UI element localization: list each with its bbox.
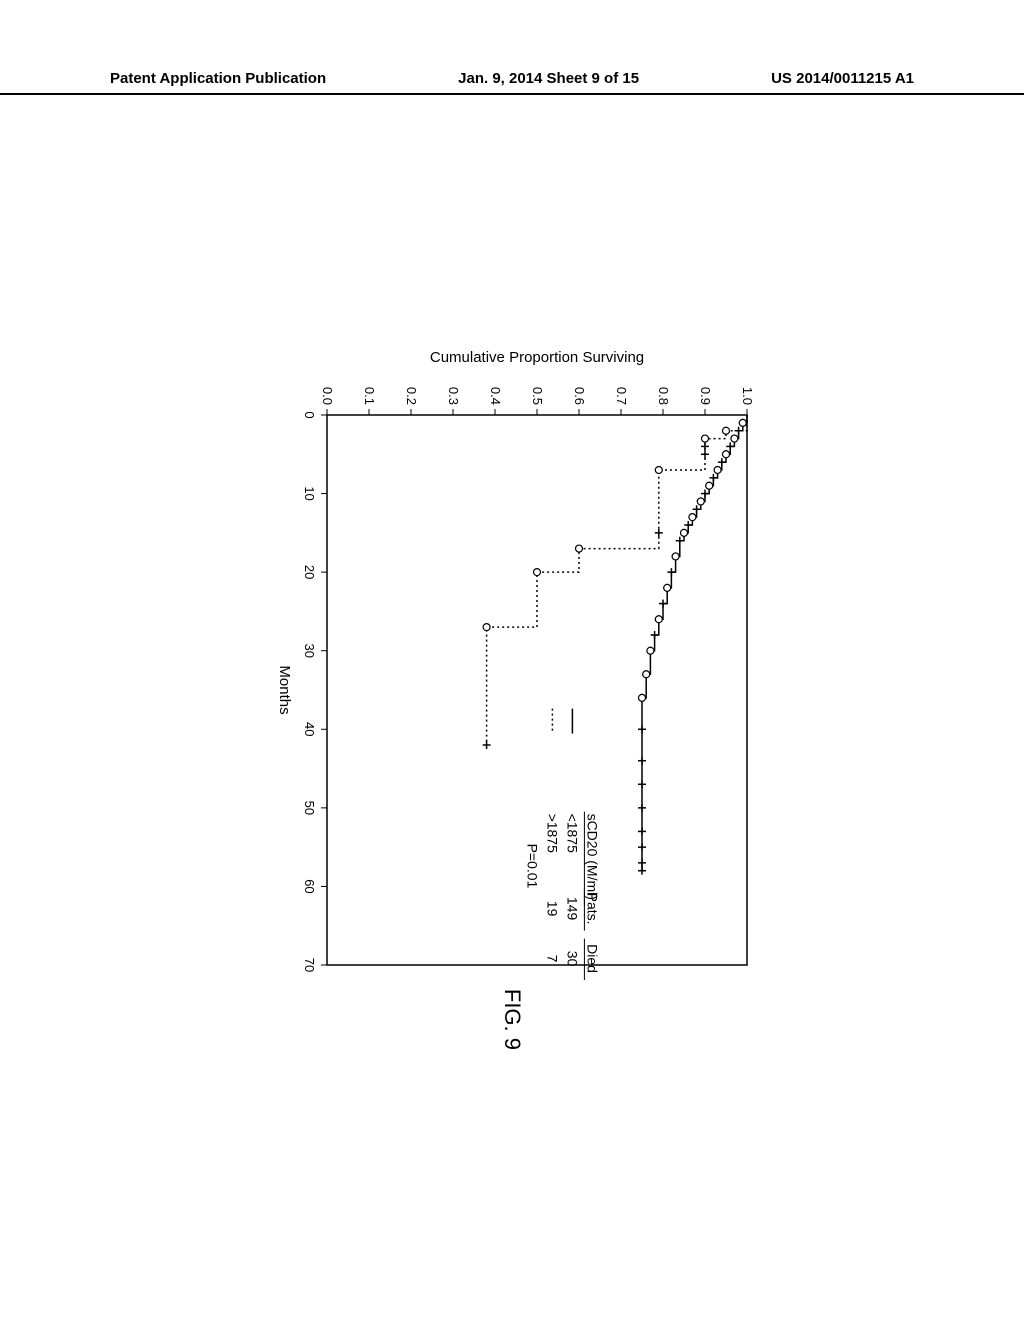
svg-text:20: 20 [302,565,317,579]
svg-text:0.8: 0.8 [656,387,671,405]
svg-text:Months: Months [276,665,293,714]
svg-text:0.1: 0.1 [362,387,377,405]
svg-text:0: 0 [302,411,317,418]
svg-text:7: 7 [544,955,560,963]
svg-text:<1875: <1875 [564,814,580,854]
svg-text:60: 60 [302,879,317,893]
svg-text:sCD20 (M/ml): sCD20 (M/ml) [584,814,600,900]
header-left: Patent Application Publication [110,70,326,87]
svg-text:0.5: 0.5 [530,387,545,405]
header-center: Jan. 9, 2014 Sheet 9 of 15 [458,70,639,87]
svg-text:30: 30 [302,643,317,657]
svg-text:1.0: 1.0 [740,387,755,405]
svg-text:P=0.01: P=0.01 [524,844,540,889]
svg-text:10: 10 [302,486,317,500]
svg-text:0.0: 0.0 [320,387,335,405]
svg-text:50: 50 [302,801,317,815]
svg-text:30: 30 [564,951,580,967]
svg-text:40: 40 [302,722,317,736]
header-right: US 2014/0011215 A1 [771,70,914,87]
svg-text:0.4: 0.4 [488,387,503,405]
svg-text:149: 149 [564,897,580,921]
svg-text:>1875: >1875 [544,814,560,854]
patent-header: Patent Application Publication Jan. 9, 2… [0,70,1024,95]
svg-text:0.9: 0.9 [698,387,713,405]
svg-text:0.7: 0.7 [614,387,629,405]
survival-chart: 0.0 0.1 0.2 0.3 0.4 0.5 0.6 0.7 0.8 0.9 1.0 0 10 20 30… [262,340,762,980]
svg-text:0.2: 0.2 [404,387,419,405]
svg-text:Died: Died [584,944,600,973]
figure-9: 0.0 0.1 0.2 0.3 0.4 0.5 0.6 0.7 0.8 0.9 1.0 0 10 20 30… [262,340,762,980]
svg-text:Pats.: Pats. [584,893,600,925]
svg-text:19: 19 [544,901,560,917]
svg-text:0.3: 0.3 [446,387,461,405]
svg-text:70: 70 [302,958,317,972]
svg-text:0.6: 0.6 [572,387,587,405]
svg-text:Cumulative Proportion Survivin: Cumulative Proportion Surviving [430,349,644,366]
figure-label: FIG. 9 [499,989,525,1050]
